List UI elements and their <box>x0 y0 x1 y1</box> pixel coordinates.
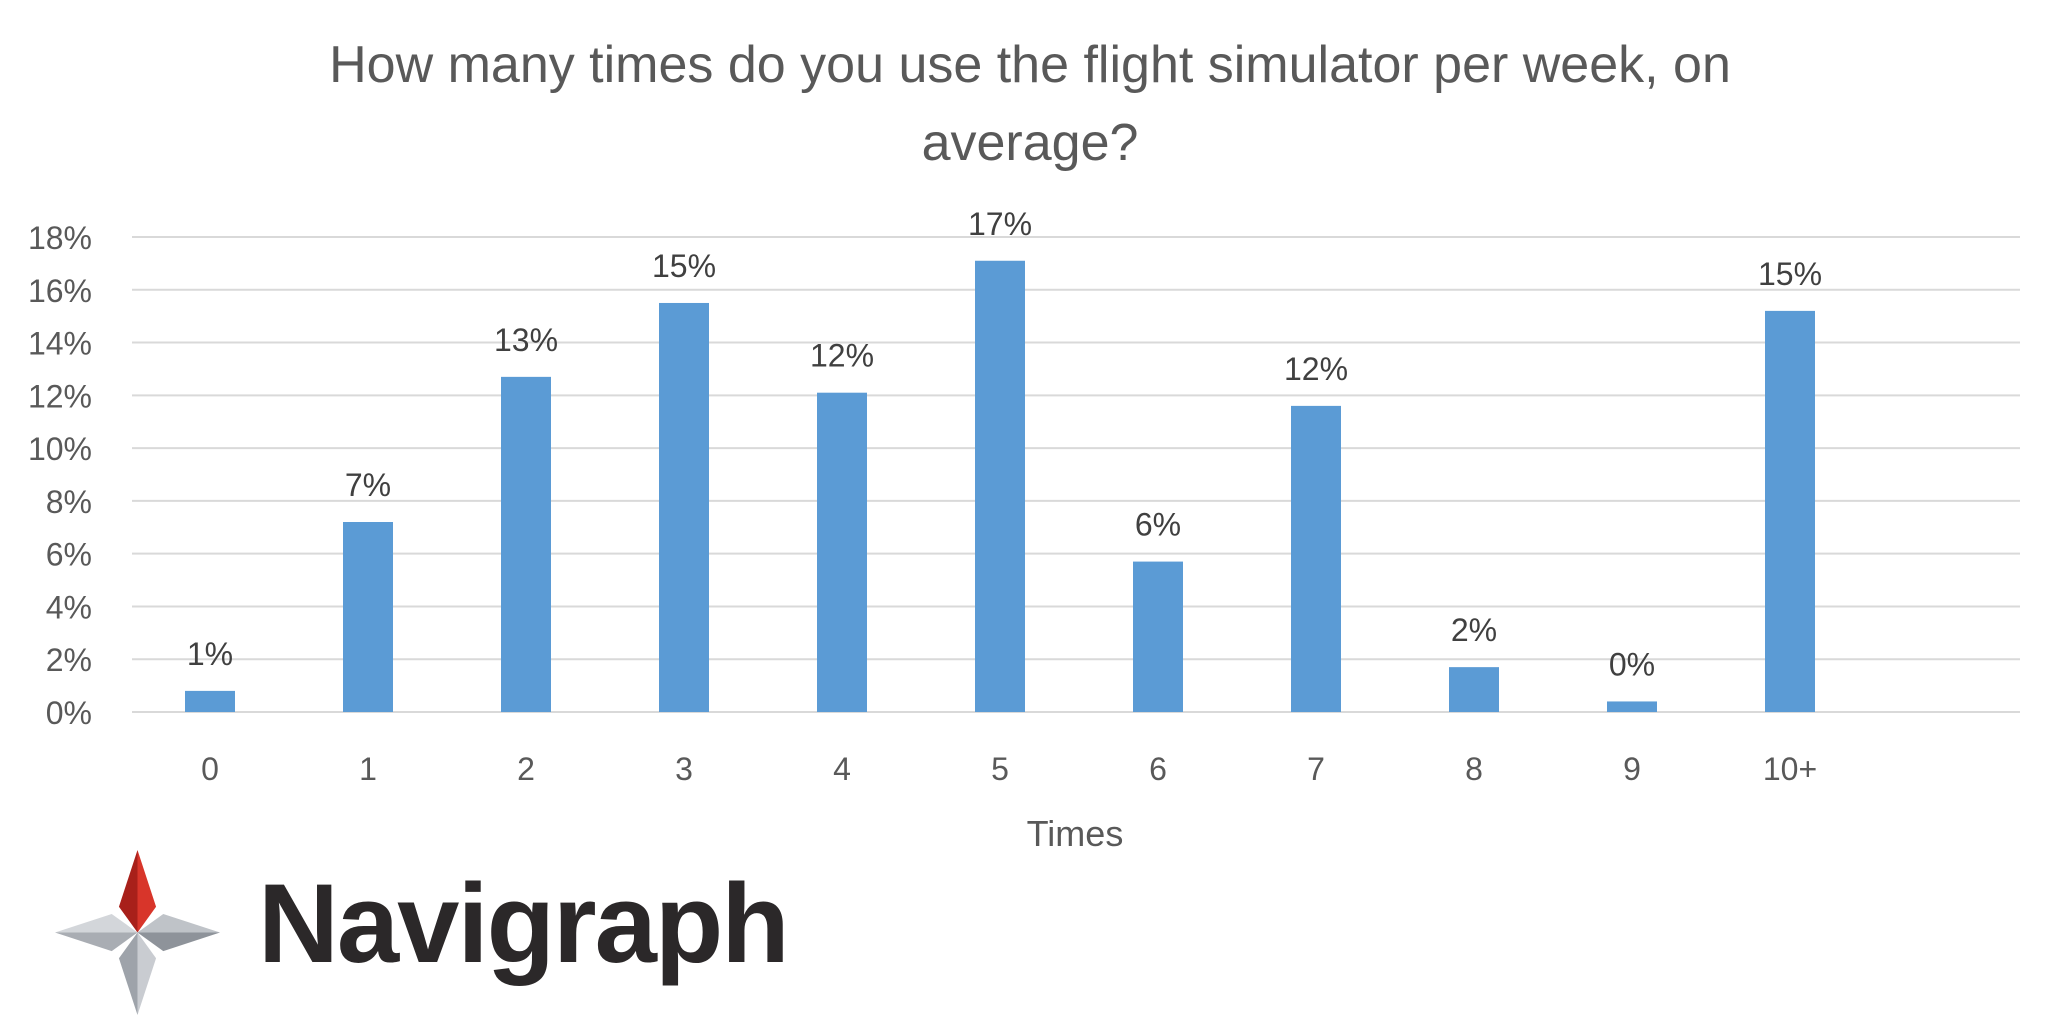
data-label: 6% <box>1135 507 1181 543</box>
x-tick-label: 6 <box>1149 751 1167 787</box>
bar <box>1133 561 1183 712</box>
y-tick-label: 10% <box>28 431 92 467</box>
y-tick-label: 8% <box>46 484 92 520</box>
y-tick-label: 4% <box>46 589 92 625</box>
x-tick-label: 3 <box>675 751 693 787</box>
data-label: 15% <box>1758 256 1822 292</box>
y-tick-label: 0% <box>46 695 92 731</box>
data-label: 1% <box>187 636 233 672</box>
x-tick-label: 4 <box>833 751 851 787</box>
bar <box>1765 310 1815 712</box>
brand-name: Navigraph <box>258 861 790 986</box>
x-tick-label: 0 <box>201 751 219 787</box>
x-tick-label: 8 <box>1465 751 1483 787</box>
data-label: 12% <box>810 338 874 374</box>
y-tick-label: 14% <box>28 326 92 362</box>
data-label: 0% <box>1609 646 1655 682</box>
data-label: 2% <box>1451 612 1497 648</box>
bar <box>185 690 235 712</box>
bar <box>1607 701 1657 712</box>
data-label: 17% <box>968 206 1032 242</box>
y-axis-tick-labels: 0% 2% 4% 6% 8% 10% 12% 14% 16% 18% <box>28 220 92 731</box>
x-tick-label: 7 <box>1307 751 1325 787</box>
gridlines <box>132 236 2020 713</box>
data-label: 15% <box>652 248 716 284</box>
data-label: 13% <box>494 322 558 358</box>
bar <box>1449 667 1499 712</box>
bar <box>343 522 393 712</box>
bar <box>501 376 551 712</box>
x-tick-label: 5 <box>991 751 1009 787</box>
chart-title-line-2: average? <box>922 114 1139 172</box>
x-axis-tick-labels: 0 1 2 3 4 5 6 7 8 9 10+ <box>201 751 1817 787</box>
bars <box>185 260 1815 712</box>
navigraph-compass-star-icon <box>55 850 220 1015</box>
data-label: 12% <box>1284 351 1348 387</box>
bar <box>975 260 1025 712</box>
bar <box>817 392 867 712</box>
data-label: 7% <box>345 467 391 503</box>
x-tick-label: 2 <box>517 751 535 787</box>
x-tick-label: 9 <box>1623 751 1641 787</box>
chart-title-line-1: How many times do you use the flight sim… <box>329 36 1731 94</box>
data-labels: 1% 7% 13% 15% 12% 17% 6% 12% 2% 0% 15% <box>187 206 1822 683</box>
y-tick-label: 12% <box>28 378 92 414</box>
bar <box>1291 405 1341 712</box>
x-tick-label: 10+ <box>1763 751 1817 787</box>
x-tick-label: 1 <box>359 751 377 787</box>
y-tick-label: 6% <box>46 537 92 573</box>
y-tick-label: 16% <box>28 273 92 309</box>
y-tick-label: 18% <box>28 220 92 256</box>
y-tick-label: 2% <box>46 642 92 678</box>
bar <box>659 302 709 712</box>
x-axis-title: Times <box>1027 813 1124 854</box>
